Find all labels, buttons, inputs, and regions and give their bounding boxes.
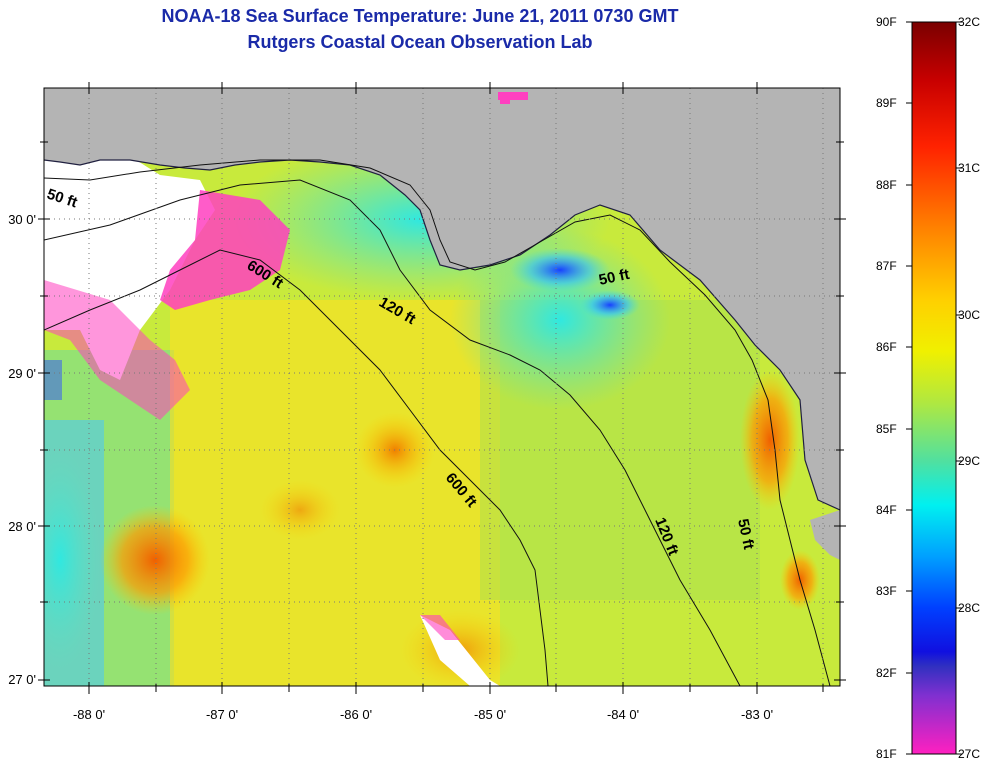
cb-label-85f: 85F <box>876 422 897 436</box>
lat-label-27: 27 0' <box>8 672 36 687</box>
lon-label-83: -83 0' <box>741 707 773 722</box>
cb-label-83f: 83F <box>876 584 897 598</box>
cb-label-30c: 30C <box>958 308 981 322</box>
land-mass <box>44 88 840 510</box>
map-subtitle: Rutgers Coastal Ocean Observation Lab <box>247 32 593 52</box>
lon-label-84: -84 0' <box>607 707 639 722</box>
lat-label-29: 29 0' <box>8 366 36 381</box>
cb-label-32c: 32C <box>958 15 981 29</box>
cb-label-27c: 27C <box>958 747 981 761</box>
colorbar <box>911 21 957 755</box>
warm-pool <box>100 505 210 615</box>
cb-label-86f: 86F <box>876 340 897 354</box>
contour-120ft <box>44 179 741 686</box>
lon-label-87: -87 0' <box>206 707 238 722</box>
map-title: NOAA-18 Sea Surface Temperature: June 21… <box>161 6 679 26</box>
contour-label-50ft-east: 50 ft <box>734 517 757 551</box>
lat-label-30: 30 0' <box>8 212 36 227</box>
cb-label-88f: 88F <box>876 178 897 192</box>
cb-label-81f: 81F <box>876 747 897 761</box>
cb-label-28c: 28C <box>958 601 981 615</box>
cb-label-90f: 90F <box>876 15 897 29</box>
lon-label-85: -85 0' <box>474 707 506 722</box>
lat-label-28: 28 0' <box>8 519 36 534</box>
contour-600ft <box>44 249 549 686</box>
cb-label-87f: 87F <box>876 259 897 273</box>
cb-label-31c: 31C <box>958 161 981 175</box>
lon-label-86: -86 0' <box>340 707 372 722</box>
cb-label-82f: 82F <box>876 666 897 680</box>
contour-50ft <box>44 159 831 686</box>
cb-label-84f: 84F <box>876 503 897 517</box>
lon-label-88: -88 0' <box>73 707 105 722</box>
map-frame <box>43 87 841 687</box>
cb-label-89f: 89F <box>876 96 897 110</box>
contour-label-50ft-bigbend: 50 ft <box>597 266 631 289</box>
cb-label-29c: 29C <box>958 454 981 468</box>
